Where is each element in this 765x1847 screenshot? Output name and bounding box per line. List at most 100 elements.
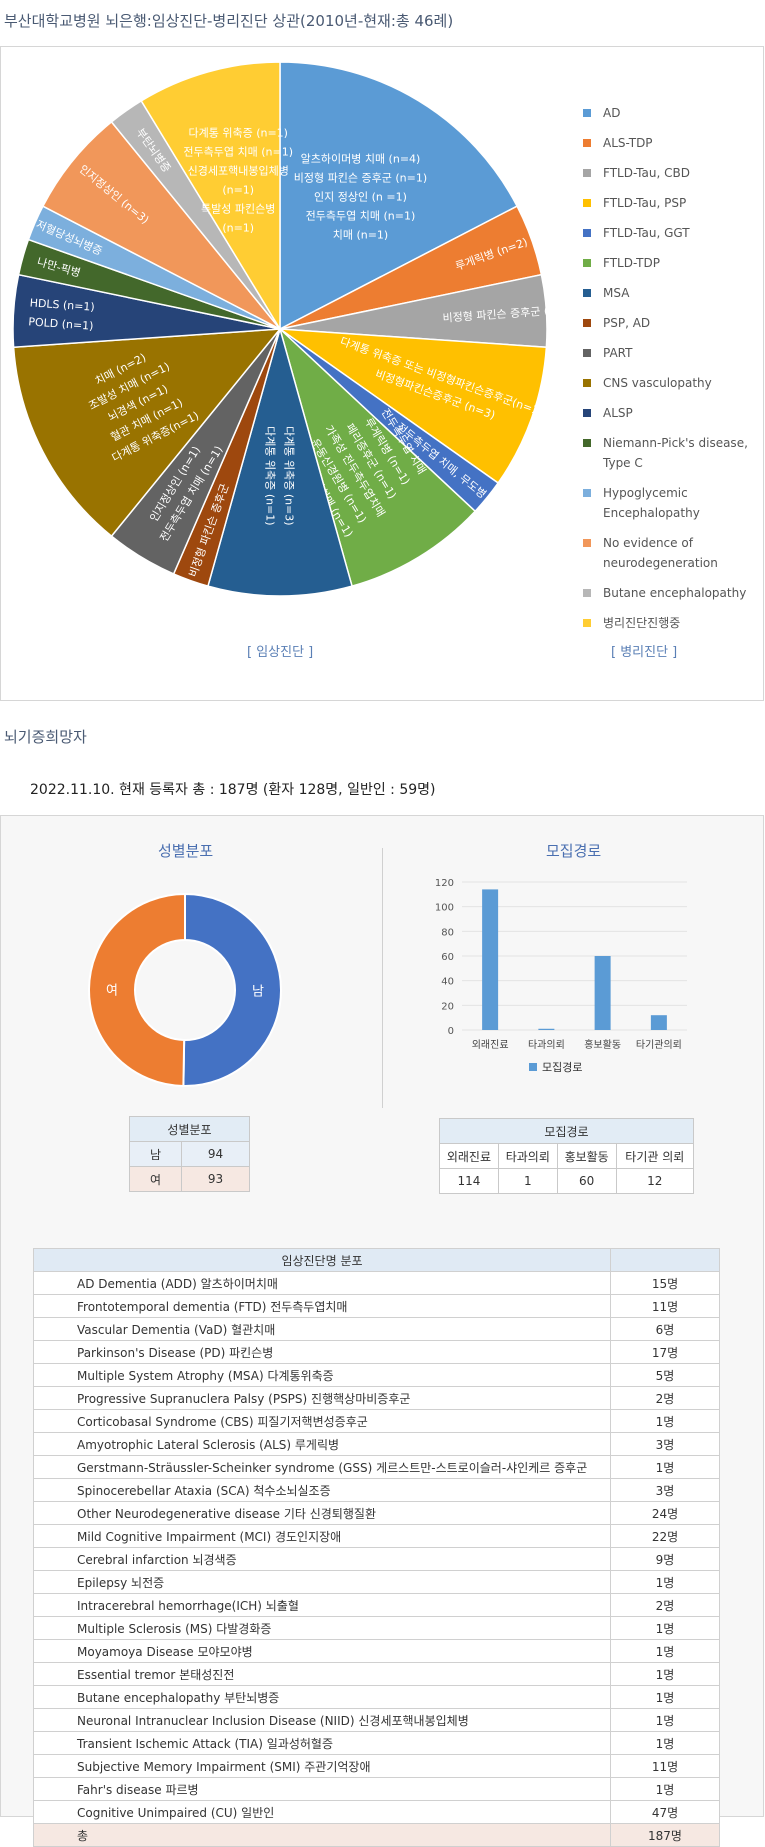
table-row: Frontotemporal dementia (FTD) 전두측두엽치매 11명 (33, 1294, 720, 1318)
table-row: Vascular Dementia (VaD) 혈관치매 6명 (33, 1317, 720, 1341)
diagnosis-name: Essential tremor 본태성진전 (33, 1662, 611, 1686)
route-val-2: 1 (497, 1168, 558, 1194)
x-tick-label: 타과의뢰 (528, 1039, 565, 1051)
pie-label-line: 다계통 위축증 (n=1) (188, 126, 287, 139)
donut-segment-male (182, 892, 283, 1087)
pie-slice (279, 61, 519, 331)
legend-swatch (583, 319, 591, 327)
diagnosis-name: Moyamoya Disease 모야모야병 (33, 1639, 611, 1663)
diagnosis-name: Cerebral infarction 뇌경색증 (33, 1547, 611, 1571)
diagnosis-name: Neuronal Intranuclear Inclusion Disease … (33, 1708, 611, 1732)
route-col-1: 외래진료 (439, 1143, 499, 1169)
gender-chart-title: 성별분포 (158, 842, 214, 860)
legend-item: PART (581, 343, 761, 363)
diagnosis-name: Subjective Memory Impairment (SMI) 주관기억장… (33, 1754, 611, 1778)
diagnosis-count: 11명 (610, 1294, 720, 1318)
table-row: Cerebral infarction 뇌경색증 9명 (33, 1547, 720, 1571)
table-row: Corticobasal Syndrome (CBS) 피질기저핵변성증후군 1명 (33, 1409, 720, 1433)
legend-label: CNS vasculopathy (603, 376, 712, 390)
caption-clinical: [ 임상진단 ] (247, 645, 314, 660)
legend-swatch (583, 139, 591, 147)
gender-table: 성별분포 남 94 여 93 (128, 1116, 250, 1192)
x-tick-label: 홍보활동 (584, 1038, 621, 1051)
diagnosis-count: 2명 (610, 1386, 720, 1410)
table-row: Transient Ischemic Attack (TIA) 일과성허혈증 1명 (33, 1731, 720, 1755)
pie-slice-label: 다계통 위축증 (n=1) 전두측두엽 치매 (n=1) 신경세포핵내봉입체병 (n=… (183, 126, 293, 234)
pie-label-line: 전두측두엽 치매 (n=1) (183, 145, 293, 158)
divider (382, 848, 383, 1108)
legend-item: PSP, AD (581, 313, 761, 333)
diagnosis-count: 3명 (610, 1478, 720, 1502)
total-label: 총 (33, 1823, 611, 1847)
x-tick-label: 외래진료 (472, 1039, 509, 1051)
legend-label: Niemann-Pick's disease, Type C (603, 436, 748, 470)
pie-slice (277, 328, 548, 485)
legend-item: 병리진단진행중 (581, 613, 761, 633)
legend-label: FTLD-Tau, CBD (603, 166, 690, 180)
y-tick-label: 0 (448, 1026, 454, 1037)
legend-item: FTLD-TDP (581, 253, 761, 273)
pie-label-line: 알츠하이머병 치매 (n=4) (301, 152, 421, 166)
y-tick-label: 40 (441, 977, 454, 988)
pie-slice-label: 알츠하이머병 치매 (n=4) 비정형 파킨슨 증후군 (n=1) 인지 정상인 (… (294, 152, 427, 242)
donut-label: 남 (252, 985, 264, 1000)
legend-swatch (583, 289, 591, 297)
pie-label-line: (n=1) (222, 221, 254, 234)
table-row: Essential tremor 본태성진전 1명 (33, 1662, 720, 1686)
diagnosis-name: Mild Cognitive Impairment (MCI) 경도인지장애 (33, 1524, 611, 1548)
bar (482, 889, 499, 1030)
legend-item: ALSP (581, 403, 761, 423)
table-row: Neuronal Intranuclear Inclusion Disease … (33, 1708, 720, 1732)
table-row: Moyamoya Disease 모야모야병 1명 (33, 1639, 720, 1663)
diagnosis-count: 5명 (610, 1363, 720, 1387)
diagnosis-count-header (610, 1248, 720, 1272)
donut-segment-female (88, 892, 186, 1088)
diagnosis-name: Corticobasal Syndrome (CBS) 피질기저핵변성증후군 (33, 1409, 611, 1433)
pie-slice (278, 326, 477, 588)
gender-donut-chart: 남여 (88, 892, 283, 1088)
legend-swatch (529, 1063, 537, 1071)
route-col-2: 타과의뢰 (497, 1143, 558, 1169)
y-tick-label: 120 (435, 878, 454, 889)
donut-label: 여 (106, 983, 118, 998)
legend-item: AD (581, 103, 761, 123)
diagnosis-name: Spinocerebellar Ataxia (SCA) 척수소뇌실조증 (33, 1478, 611, 1502)
route-chart-title: 모집경로 (546, 842, 602, 860)
bar (650, 1015, 667, 1030)
pie-slice (41, 120, 281, 330)
legend-swatch (583, 169, 591, 177)
diagnosis-name: Vascular Dementia (VaD) 혈관치매 (33, 1317, 611, 1341)
table-row: Gerstmann-Sträussler-Scheinker syndrome … (33, 1455, 720, 1479)
diagnosis-count: 47명 (610, 1800, 720, 1824)
pie-label-line: 전두측두엽 치매 (n=1) (306, 210, 416, 223)
pie-chart: 알츠하이머병 치매 (n=4) 비정형 파킨슨 증후군 (n=1) 인지 정상인 (… (12, 61, 561, 597)
pie-label-line: 비정형 파킨슨 증후군 (n=1) (294, 172, 427, 185)
gender-male-value: 94 (181, 1141, 250, 1167)
legend-swatch (583, 539, 591, 547)
table-row: Progressive Supranuclera Palsy (PSPS) 진행… (33, 1386, 720, 1410)
route-table-header: 모집경로 (439, 1118, 694, 1144)
bar-legend-label: 모집경로 (542, 1061, 582, 1074)
diagnosis-count: 1명 (610, 1455, 720, 1479)
table-row: Multiple Sclerosis (MS) 다발경화증 1명 (33, 1616, 720, 1640)
diagnosis-count: 1명 (610, 1662, 720, 1686)
diagnosis-name: AD Dementia (ADD) 알츠하이머치매 (33, 1271, 611, 1295)
diagnosis-count: 22명 (610, 1524, 720, 1548)
legend-swatch (583, 349, 591, 357)
diagnosis-count: 1명 (610, 1639, 720, 1663)
table-row: Cognitive Unimpaired (CU) 일반인 47명 (33, 1800, 720, 1824)
pie-label-line: (n=1) (222, 183, 254, 196)
legend-item: CNS vasculopathy (581, 373, 761, 393)
y-tick-label: 60 (441, 952, 454, 963)
legend-item: No evidence of neurodegeneration (581, 533, 761, 573)
diagnosis-name: Gerstmann-Sträussler-Scheinker syndrome … (33, 1455, 611, 1479)
legend-item: FTLD-Tau, GGT (581, 223, 761, 243)
legend-item: ALS-TDP (581, 133, 761, 153)
legend-swatch (583, 109, 591, 117)
legend-label: MSA (603, 286, 630, 300)
legend-label: PSP, AD (603, 316, 651, 330)
legend-label: FTLD-Tau, PSP (603, 196, 687, 210)
pie-slice (12, 328, 282, 538)
diagnosis-count: 1명 (610, 1777, 720, 1801)
